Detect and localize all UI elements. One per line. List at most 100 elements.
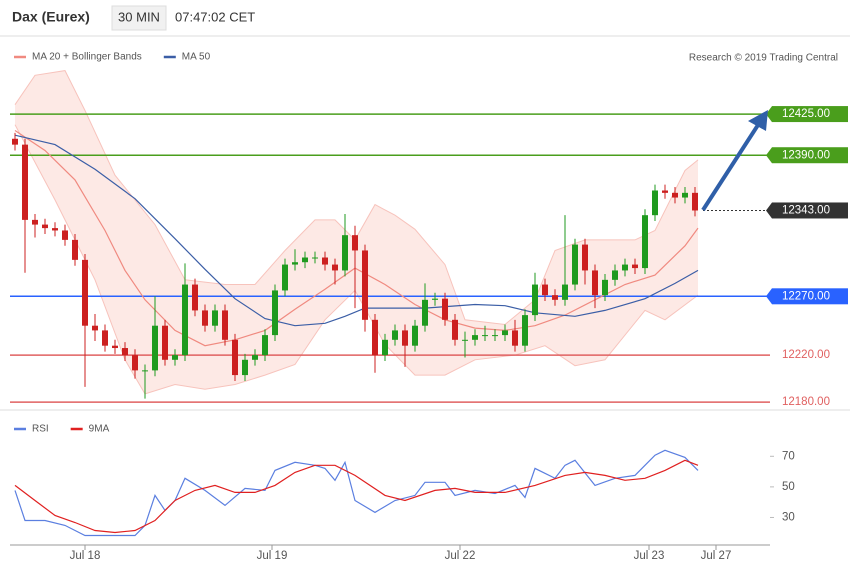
candle-body	[362, 250, 368, 320]
candle-body	[402, 330, 408, 346]
candle-body	[92, 325, 98, 331]
candle-body	[412, 325, 418, 346]
price-tag	[772, 147, 848, 164]
candle-body	[162, 325, 168, 360]
candle-body	[282, 264, 288, 291]
plot-layer: 12425.00 12390.00 12343.00 12270.00 12220.00…	[10, 52, 848, 562]
legend-label: 9MA	[89, 424, 110, 435]
price-label: 12220.00	[782, 349, 830, 361]
candle-body	[462, 339, 468, 341]
candle-body	[612, 270, 618, 280]
candle-body	[372, 319, 378, 356]
y-tick-label: 30	[782, 512, 795, 524]
candle-body	[332, 264, 338, 271]
candle-body	[442, 298, 448, 320]
band-upper	[14, 70, 699, 326]
candle-body	[262, 335, 268, 356]
price-tag-label: 12390.00	[782, 149, 830, 161]
candle-body	[192, 284, 198, 311]
candle-body	[242, 359, 248, 376]
candle-body	[22, 144, 28, 220]
candle-body	[272, 290, 278, 336]
y-tick-label: 70	[782, 450, 795, 462]
y-tick-label: 50	[782, 481, 795, 493]
candle-body	[552, 295, 558, 300]
price-tag-label: 12270.00	[782, 290, 830, 302]
legend-label: MA 20 + Bollinger Bands	[32, 52, 142, 63]
candle-body	[672, 192, 678, 198]
timeframe-box[interactable]	[111, 5, 167, 31]
candle-body	[72, 239, 78, 260]
legend-label: RSI	[32, 424, 49, 435]
x-tick-label: Jul 18	[70, 550, 101, 562]
candle-body	[32, 219, 38, 225]
price-tag-tip	[766, 106, 772, 123]
candle-body	[182, 284, 188, 356]
indicator-line	[14, 134, 699, 327]
candle-body	[52, 228, 58, 231]
legend-label: MA 50	[182, 52, 211, 63]
candle-body	[532, 284, 538, 316]
candle-body	[172, 355, 178, 360]
candle-body	[382, 339, 388, 356]
forecast-arrow	[701, 123, 760, 212]
candle-body	[492, 335, 498, 337]
candle-body	[342, 235, 348, 271]
candle-body	[522, 315, 528, 346]
candle-body	[502, 330, 508, 336]
timeframe[interactable]: 30 MIN	[118, 9, 160, 24]
candle-body	[692, 192, 698, 211]
candle-body	[142, 370, 148, 372]
candle-body	[312, 257, 318, 259]
credit: Research © 2019 Trading Central	[689, 53, 838, 64]
candle-body	[392, 330, 398, 340]
candle-body	[232, 339, 238, 376]
price-tag-tip	[766, 288, 772, 305]
x-tick-label: Jul 19	[257, 550, 288, 562]
candle-body	[422, 299, 428, 326]
candle-body	[222, 310, 228, 340]
candle-body	[662, 190, 668, 193]
candle-body	[252, 355, 258, 360]
candle-body	[622, 264, 628, 271]
price-label: 12180.00	[782, 396, 830, 408]
x-tick-label: Jul 23	[634, 550, 665, 562]
candle-body	[482, 335, 488, 337]
candle-body	[472, 335, 478, 340]
candle-body	[12, 138, 18, 145]
price-tag	[772, 106, 848, 123]
candle-body	[432, 298, 438, 300]
candle-body	[112, 345, 118, 349]
candle-body	[302, 257, 308, 263]
candle-body	[122, 348, 128, 356]
candle-body	[512, 330, 518, 346]
price-tag-tip	[766, 202, 772, 219]
x-tick-label: Jul 27	[701, 550, 732, 562]
candle-body	[292, 262, 298, 265]
candle-body	[632, 264, 638, 269]
candle-body	[602, 279, 608, 296]
indicator-line	[14, 459, 699, 534]
candle-body	[572, 244, 578, 285]
candle-body	[82, 259, 88, 326]
candle-body	[352, 235, 358, 251]
price-tag-tip	[766, 147, 772, 164]
price-tag	[772, 288, 848, 305]
candle-body	[62, 230, 68, 240]
candle-body	[542, 284, 548, 296]
indicator-line	[14, 449, 699, 537]
candle-body	[102, 330, 108, 346]
price-tag-label: 12343.00	[782, 205, 830, 217]
candle-body	[322, 257, 328, 265]
price-tag-label: 12425.00	[782, 108, 830, 120]
candle-body	[592, 270, 598, 296]
candle-body	[682, 192, 688, 198]
time: 07:47:02 CET	[175, 9, 255, 24]
candle-body	[582, 244, 588, 271]
candle-body	[652, 190, 658, 216]
price-tag	[772, 202, 848, 219]
candle-body	[562, 284, 568, 300]
instrument: Dax (Eurex)	[12, 9, 90, 25]
x-tick-label: Jul 22	[445, 550, 476, 562]
